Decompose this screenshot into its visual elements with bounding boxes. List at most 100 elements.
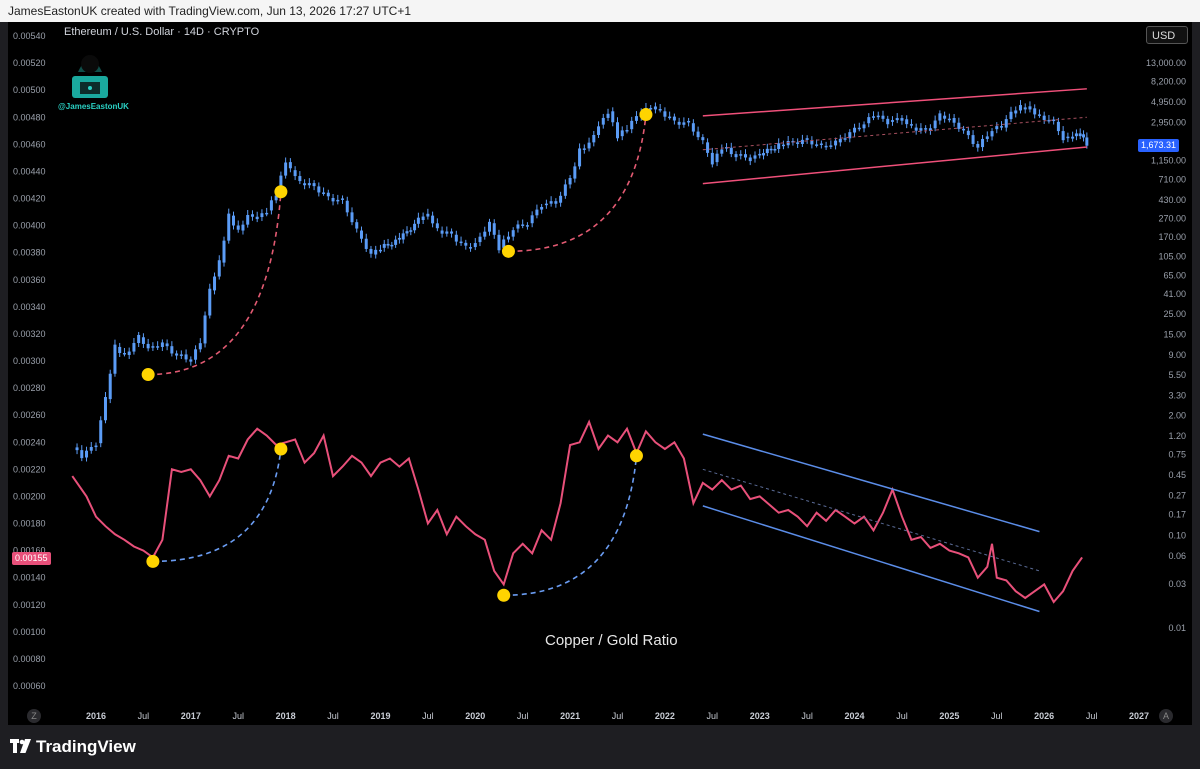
eth-candle-body xyxy=(559,195,563,203)
eth-candle-body xyxy=(175,353,179,356)
eth-candle-body xyxy=(355,222,359,229)
eth-candle-body xyxy=(540,206,544,210)
eth-candle-body xyxy=(1004,119,1008,128)
x-axis-tick-label: 2022 xyxy=(655,711,675,721)
eth-candle-body xyxy=(75,447,79,451)
eth-candle-body xyxy=(1074,133,1078,137)
eth-candle-body xyxy=(990,131,994,137)
eth-candle-body xyxy=(274,195,278,201)
eth-candle-body xyxy=(587,142,591,149)
left-axis-tick-label: 0.00100 xyxy=(13,627,46,637)
left-axis-tick-label: 0.00240 xyxy=(13,437,46,447)
eth-candle-body xyxy=(279,175,283,194)
eth-candle-body xyxy=(943,115,947,119)
eth-candle-body xyxy=(616,122,619,139)
eth-candle-body xyxy=(765,148,769,154)
eth-candle-body xyxy=(208,288,212,316)
eth-candle-body xyxy=(165,343,169,347)
eth-candle-body xyxy=(573,166,577,179)
eth-candle-body xyxy=(80,450,84,459)
eth-candle-body xyxy=(336,199,340,202)
ratio-channel-mid xyxy=(702,468,1040,572)
eth-candle-body xyxy=(805,138,809,140)
eth-candle-body xyxy=(625,130,629,132)
eth-candle-body xyxy=(696,131,700,138)
x-axis-tick-label: 2023 xyxy=(750,711,770,721)
zoom-toggle-button[interactable]: Z xyxy=(27,709,41,723)
eth-channel-upper xyxy=(702,88,1087,117)
eth-candle-body xyxy=(1047,119,1051,122)
tradingview-mark-icon xyxy=(10,738,32,758)
eth-candle-body xyxy=(241,224,245,231)
eth-candle-body xyxy=(222,240,226,263)
eth-candle-body xyxy=(976,143,980,148)
eth-candle-body xyxy=(947,118,951,121)
x-axis-tick-label: 2017 xyxy=(181,711,201,721)
ratio-dashed-arc xyxy=(503,455,638,597)
eth-candle-body xyxy=(345,200,349,213)
eth-candle-body xyxy=(838,138,842,143)
eth-candle-body xyxy=(521,224,525,226)
ratio-label: Copper / Gold Ratio xyxy=(545,632,678,649)
eth-candle-body xyxy=(815,144,819,146)
eth-candle-body xyxy=(459,241,463,244)
right-axis-tick-label: 8,200.00 xyxy=(1151,76,1186,86)
eth-candle-body xyxy=(374,249,378,255)
eth-candle-body xyxy=(563,184,567,196)
eth-candle-body xyxy=(668,116,672,119)
price-chart[interactable]: 0.00540 0.00520 0.00500 0.00480 0.00460 0.004… xyxy=(8,22,1192,725)
eth-candle-body xyxy=(141,337,145,344)
eth-candle-body xyxy=(1071,136,1075,139)
left-axis-tick-label: 0.00400 xyxy=(13,221,46,231)
left-axis-tick-label: 0.00500 xyxy=(13,85,46,95)
eth-candle-body xyxy=(483,231,487,237)
eth-candle-body xyxy=(464,242,468,246)
right-axis-tick-label: 1.20 xyxy=(1168,431,1186,441)
currency-button[interactable]: USD xyxy=(1146,26,1188,44)
eth-candle-body xyxy=(1056,121,1060,132)
eth-candle-body xyxy=(326,192,330,197)
eth-candle-body xyxy=(506,236,510,240)
tradingview-logo[interactable]: TradingView xyxy=(10,737,136,758)
left-axis-tick-label: 0.00440 xyxy=(13,166,46,176)
eth-candle-body xyxy=(269,200,273,211)
left-axis-tick-label: 0.00220 xyxy=(13,464,46,474)
eth-candle-body xyxy=(829,145,833,147)
cycle-bottom-marker xyxy=(141,368,155,382)
eth-candle-body xyxy=(649,107,653,110)
eth-candle-body xyxy=(663,111,667,117)
eth-candle-body xyxy=(307,183,311,186)
auto-scale-button[interactable]: A xyxy=(1159,709,1173,723)
eth-candle-body xyxy=(525,225,529,227)
left-axis-tick-label: 0.00080 xyxy=(13,654,46,664)
eth-candle-body xyxy=(250,214,254,217)
eth-candle-body xyxy=(810,140,814,145)
chart-panel[interactable]: 0.00540 0.00520 0.00500 0.00480 0.00460 0.004… xyxy=(8,22,1192,725)
eth-candle-body xyxy=(872,116,876,118)
eth-candle-body xyxy=(1042,115,1046,120)
x-axis-tick-label: Jul xyxy=(801,711,813,721)
x-axis-tick-label: Jul xyxy=(1086,711,1098,721)
eth-candle-body xyxy=(876,115,880,118)
eth-candle-body xyxy=(1078,133,1082,137)
eth-candle-body xyxy=(170,346,174,354)
eth-candle-body xyxy=(378,249,382,252)
eth-candle-body xyxy=(364,238,368,249)
left-axis-tick-label: 0.00420 xyxy=(13,194,46,204)
left-axis-tick-label: 0.00140 xyxy=(13,573,46,583)
eth-candle-body xyxy=(227,213,231,241)
eth-candle-body xyxy=(255,216,259,220)
eth-candle-body xyxy=(701,137,705,141)
eth-candle-body xyxy=(194,349,198,360)
eth-candle-body xyxy=(1033,108,1037,115)
eth-candle-body xyxy=(426,213,430,217)
eth-candle-body xyxy=(369,248,373,254)
eth-candle-body xyxy=(1000,126,1004,128)
right-axis-tick-label: 25.00 xyxy=(1163,309,1186,319)
eth-candle-body xyxy=(952,118,956,123)
eth-candle-body xyxy=(293,170,297,177)
eth-candle-body xyxy=(431,215,435,224)
eth-candle-body xyxy=(753,155,757,159)
eth-candle-body xyxy=(103,397,107,421)
right-axis-tick-label: 0.03 xyxy=(1168,579,1186,589)
